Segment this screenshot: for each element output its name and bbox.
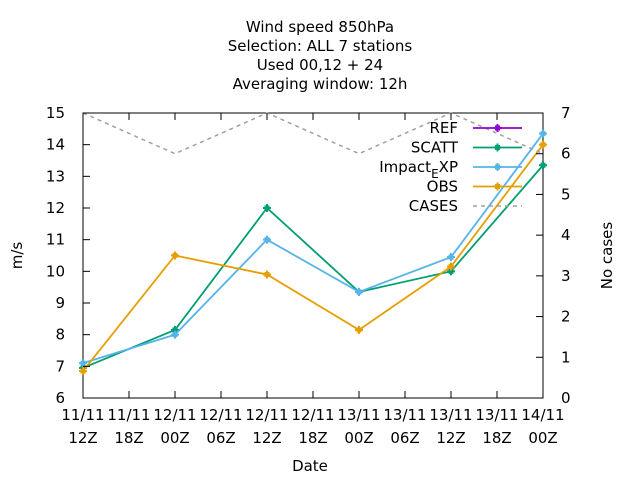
x-tick-label-hour: 12Z <box>68 429 97 447</box>
y-tick-label: 10 <box>46 262 65 280</box>
series-impact-exp-point <box>263 235 271 244</box>
x-tick-label-date: 12/11 <box>291 406 334 424</box>
series-line-impact-exp <box>82 133 544 365</box>
y-tick-label: 7 <box>55 357 65 375</box>
series-obs-point <box>355 325 363 334</box>
x-tick-label-hour: 12Z <box>436 429 465 447</box>
series-impact-exp-point <box>355 287 363 296</box>
y-tick-label: 6 <box>55 389 65 407</box>
y2-axis-label: No cases <box>598 222 616 290</box>
x-tick-label-date: 13/11 <box>383 406 426 424</box>
y2-tick-label: 3 <box>561 267 571 285</box>
series-line-scatt <box>82 164 544 369</box>
legend-label-cases: CASES <box>409 197 458 215</box>
y2-tick-label: 1 <box>561 348 571 366</box>
x-tick-label-date: 13/11 <box>475 406 518 424</box>
x-tick-label-hour: 18Z <box>482 429 511 447</box>
series-line-obs <box>82 144 544 372</box>
y-tick-label: 13 <box>46 167 65 185</box>
title-line: Wind speed 850hPa <box>246 18 394 36</box>
x-tick-label-date: 14/11 <box>521 406 564 424</box>
y2-tick-label: 2 <box>561 308 571 326</box>
y-tick-label: 11 <box>46 231 65 249</box>
x-tick-label-hour: 18Z <box>298 429 327 447</box>
series-impact-exp-point <box>447 253 455 262</box>
legend-label-impact-exp: ImpactEXP <box>379 158 458 181</box>
plot-frame <box>82 112 544 399</box>
x-tick-label-hour: 12Z <box>252 429 281 447</box>
x-tick-label-hour: 00Z <box>344 429 373 447</box>
legend-label-obs: OBS <box>427 178 458 196</box>
y2-tick-label: 6 <box>561 145 571 163</box>
x-tick-label-date: 12/11 <box>199 406 242 424</box>
title-line: Selection: ALL 7 stations <box>228 37 413 55</box>
y-tick-label: 14 <box>46 136 65 154</box>
series-obs-point <box>171 251 179 260</box>
y-tick-label: 12 <box>46 199 65 217</box>
y2-tick-label: 0 <box>561 389 571 407</box>
x-tick-label-date: 12/11 <box>153 406 196 424</box>
x-tick-label-date: 13/11 <box>337 406 380 424</box>
x-axis-label: Date <box>292 457 328 475</box>
legend-label-ref: REF <box>429 119 458 137</box>
y-tick-label: 9 <box>55 294 65 312</box>
title-line: Averaging window: 12h <box>233 75 408 93</box>
series-impact-exp-point <box>171 330 179 339</box>
x-tick-label-hour: 06Z <box>390 429 419 447</box>
series-scatt-point <box>539 161 547 170</box>
series-obs-point <box>539 140 547 149</box>
legend-scatt-point <box>493 143 502 152</box>
x-tick-label-date: 13/11 <box>429 406 472 424</box>
legend-obs-point <box>493 182 502 191</box>
legend-impact-exp-point <box>493 163 502 171</box>
series-line-cases <box>82 112 544 155</box>
x-tick-label-date: 12/11 <box>245 406 288 424</box>
axes-layer: 67891011121314150123456711/1112Z11/1118Z… <box>46 104 571 447</box>
series-obs-point <box>263 270 271 279</box>
series-scatt-point <box>263 204 271 212</box>
x-tick-label-hour: 18Z <box>114 429 143 447</box>
y-axis-label: m/s <box>8 242 26 270</box>
series-impact-exp-point <box>79 359 87 368</box>
y-tick-label: 8 <box>55 326 65 344</box>
legend-ref-point <box>493 124 502 132</box>
y2-tick-label: 4 <box>561 226 571 244</box>
series-layer <box>79 112 547 376</box>
y2-tick-label: 5 <box>561 185 571 203</box>
y2-tick-label: 7 <box>561 104 571 122</box>
series-impact-exp-point <box>539 129 547 138</box>
series-obs-point <box>79 367 87 376</box>
x-tick-label-hour: 06Z <box>206 429 235 447</box>
series-obs-point <box>447 262 455 271</box>
x-tick-label-hour: 00Z <box>160 429 189 447</box>
x-tick-label-hour: 00Z <box>528 429 557 447</box>
title-line: Used 00,12 + 24 <box>257 56 383 74</box>
x-tick-label-date: 11/11 <box>61 406 104 424</box>
x-tick-label-date: 11/11 <box>107 406 150 424</box>
y-tick-label: 15 <box>46 104 65 122</box>
legend-label-scatt: SCATT <box>411 139 459 157</box>
